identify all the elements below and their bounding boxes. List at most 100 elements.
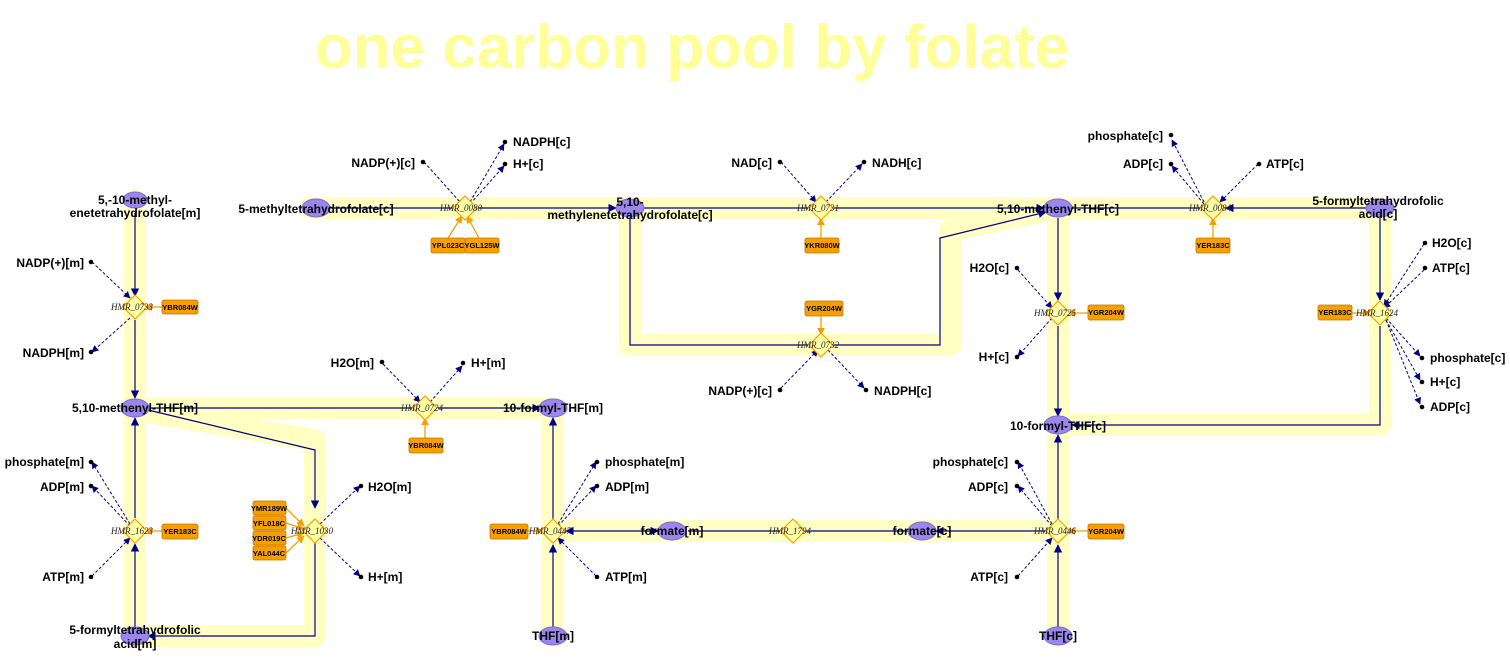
metabolite-label: methylenetetrahydrofolate[c] [547,208,712,222]
side-metabolite-label: ADP[m] [605,480,649,494]
metabolite-label: 5,10-methenyl-THF[m] [72,401,198,415]
gene-label: YAL044C [253,549,286,558]
reaction-node-1030 [302,518,328,544]
metabolite-label: formate[c] [893,524,952,538]
gene-label: YMR189W [251,504,288,513]
metabolite-label: acid[m] [114,637,157,651]
reaction-label: HMR_1030 [290,526,333,536]
node-5-methylthf-c [301,198,331,218]
side-metabolite-label: H2O[m] [331,356,374,370]
reaction-node-0447 [540,518,566,544]
reaction-label: HMR_0724 [400,403,443,413]
side-metabolite-label: ATP[m] [605,570,647,584]
side-metabolite-labels: NADP(+)[m] NADPH[m] NADP(+)[c] NADPH[c] … [5,129,1506,584]
reaction-diamonds [122,195,1393,544]
gene-label: YER183C [1196,241,1230,250]
metabolite-label: 5-methyltetrahydrofolate[c] [238,202,393,216]
reaction-label: HMR_0732 [796,340,839,350]
node-5-formylthf-m [120,626,150,646]
main-edges [130,203,1385,641]
reaction-node-1794 [780,518,806,544]
enzyme-links [144,215,1371,554]
side-metabolite-label: NADP(+)[c] [708,384,772,398]
reaction-labels: HMR_0733 HMR_0080 HMR_0731 HMR_0084 HMR_… [110,203,1398,536]
side-metabolite-label: phosphate[c] [1088,129,1163,143]
node-5-10-methenylthf-c [1043,198,1073,218]
gene-label: YKR080W [804,241,840,250]
side-metabolite-label: H+[c] [1430,375,1460,389]
node-5-formylthf-c [1365,198,1395,218]
metabolite-label: THF[c] [1039,629,1077,643]
reaction-node-0725 [1045,300,1071,326]
node-formate-m [657,521,687,541]
reaction-label: HMR_1624 [1355,308,1398,318]
node-thf-m [538,626,568,646]
reaction-label: HMR_1623 [110,526,153,536]
metabolite-label: 5-formyltetrahydrofolic [1312,194,1444,208]
gene-label: YGL125W [464,241,500,250]
side-metabolite-label: NADPH[m] [23,346,84,360]
side-metabolite-label: H2O[m] [368,480,411,494]
pool-highlights [124,189,1391,647]
reaction-node-0446 [1045,518,1071,544]
side-metabolite-label: ATP[c] [1432,261,1470,275]
reaction-node-1623 [122,518,148,544]
metabolite-label: acid[c] [1359,207,1398,221]
metabolite-label: 5-formyltetrahydrofolic [69,623,201,637]
node-10-formylthf-c [1043,415,1073,435]
gene-label: YGR204W [806,304,843,313]
node-5-10-methylene-thf-m [122,191,148,209]
reaction-label: HMR_0731 [796,203,839,213]
side-metabolite-label: NAD[c] [731,156,772,170]
gene-label: YER183C [1318,308,1352,317]
gene-label: YBR084W [162,303,198,312]
side-metabolite-label: NADPH[c] [513,135,570,149]
side-metabolite-label: NADPH[c] [874,384,931,398]
reaction-node-0733 [122,294,148,320]
reaction-node-0731 [808,195,834,221]
reaction-node-0084 [1200,195,1226,221]
metabolite-nodes [120,191,1395,646]
side-metabolite-label: H+[m] [471,356,505,370]
gene-label: YBR084W [491,527,527,536]
gene-label: YPL023C [432,241,465,250]
side-metabolite-label: NADH[c] [872,156,921,170]
node-10-formylthf-m [538,398,568,418]
side-metabolite-label: NADP(+)[c] [351,156,415,170]
metabolite-labels: 5,-10-methyl- enetetrahydrofolate[m] 5-m… [69,193,1444,651]
reaction-label: HMR_0080 [439,203,482,213]
reaction-node-1624 [1367,300,1393,326]
reaction-node-0080 [452,195,478,221]
reaction-label: HMR_0447 [528,526,571,536]
gene-label: YDR019C [252,534,286,543]
reaction-label: HMR_0446 [1033,526,1076,536]
side-metabolite-label: ADP[c] [1430,400,1470,414]
side-metabolite-label: ADP[c] [1123,157,1163,171]
side-metabolite-label: H+[c] [979,350,1009,364]
side-metabolite-label: ATP[m] [42,570,84,584]
metabolite-label: 5,-10-methyl- [98,193,172,207]
metabolite-label: 10-formyl-THF[c] [1010,419,1106,433]
side-metabolite-label: NADP(+)[m] [16,256,84,270]
side-metabolite-label: phosphate[m] [605,455,684,469]
metabolite-label: enetetrahydrofolate[m] [70,206,201,220]
gene-label: YGR204W [1088,527,1125,536]
side-metabolite-label: phosphate[c] [933,455,1008,469]
side-metabolite-label: ADP[m] [40,480,84,494]
metabolite-label: 5,10-methenyl-THF[c] [997,202,1119,216]
side-metabolite-label: ATP[c] [1266,157,1304,171]
reaction-label: HMR_0725 [1033,308,1076,318]
metabolite-label: 10-formyl-THF[m] [503,401,603,415]
side-dots [88,132,1428,580]
side-metabolite-label: phosphate[c] [1430,351,1505,365]
reaction-label: HMR_0733 [110,302,153,312]
reaction-label: HMR_0084 [1188,203,1231,213]
side-metabolite-label: H+[c] [513,157,543,171]
reaction-label: HMR_1794 [768,526,811,536]
side-metabolite-label: H2O[c] [1432,236,1471,250]
node-5-10-methenylthf-m [120,398,150,418]
gene-label: YER183C [163,527,197,536]
side-metabolite-label: H2O[c] [970,261,1009,275]
side-metabolite-label: H+[m] [368,570,402,584]
